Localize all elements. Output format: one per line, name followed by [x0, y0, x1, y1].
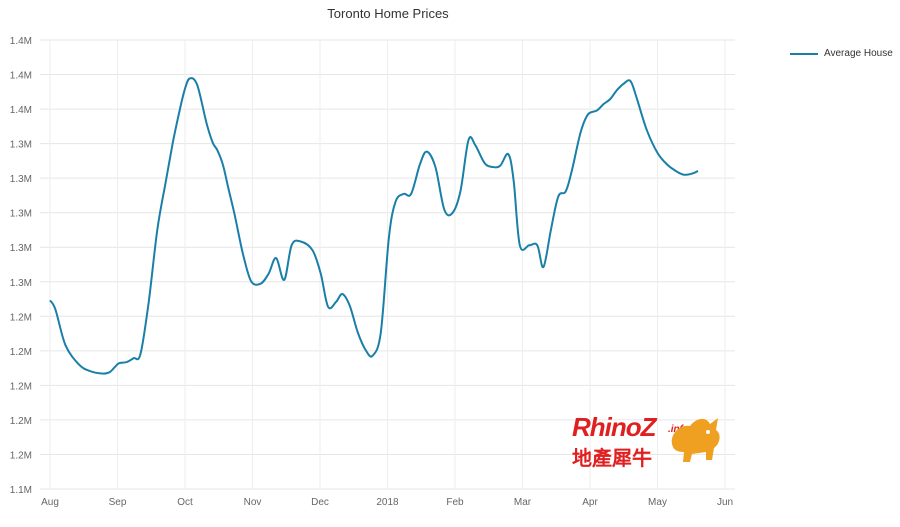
watermark-chinese-text: 地產犀牛	[572, 446, 652, 470]
x-tick-label: Jun	[717, 497, 733, 508]
x-tick-label: 2018	[376, 497, 399, 508]
x-tick-label: Aug	[41, 497, 59, 508]
x-tick-label: Sep	[109, 497, 127, 508]
y-tick-label: 1.3M	[10, 278, 32, 289]
y-tick-label: 1.2M	[10, 347, 32, 358]
y-tick-label: 1.2M	[10, 416, 32, 427]
x-tick-label: Nov	[244, 497, 262, 508]
watermark-brand-text: RhinoZ	[572, 412, 657, 442]
y-tick-label: 1.4M	[10, 71, 32, 82]
y-tick-label: 1.4M	[10, 36, 32, 47]
y-tick-label: 1.3M	[10, 243, 32, 254]
series-line-average-house	[49, 77, 699, 375]
x-tick-label: Oct	[177, 497, 193, 508]
legend-swatch-icon	[790, 52, 818, 55]
y-tick-label: 1.2M	[10, 381, 32, 392]
rhino-icon	[671, 418, 720, 462]
legend-label: Average House	[824, 48, 893, 59]
legend[interactable]: Average House	[790, 48, 893, 59]
x-tick-label: Feb	[446, 497, 464, 508]
y-tick-label: 1.3M	[10, 140, 32, 151]
x-tick-label: Apr	[582, 497, 598, 508]
y-tick-label: 1.4M	[10, 105, 32, 116]
y-tick-label: 1.2M	[10, 312, 32, 323]
y-tick-label: 1.2M	[10, 450, 32, 461]
x-tick-label: Dec	[311, 497, 329, 508]
x-tick-label: May	[648, 497, 667, 508]
y-tick-label: 1.3M	[10, 174, 32, 185]
y-tick-label: 1.3M	[10, 209, 32, 220]
y-tick-label: 1.1M	[10, 485, 32, 496]
watermark-logo: RhinoZ .info 地產犀牛	[572, 410, 722, 470]
x-tick-label: Mar	[514, 497, 532, 508]
chart-title: Toronto Home Prices	[327, 6, 449, 21]
